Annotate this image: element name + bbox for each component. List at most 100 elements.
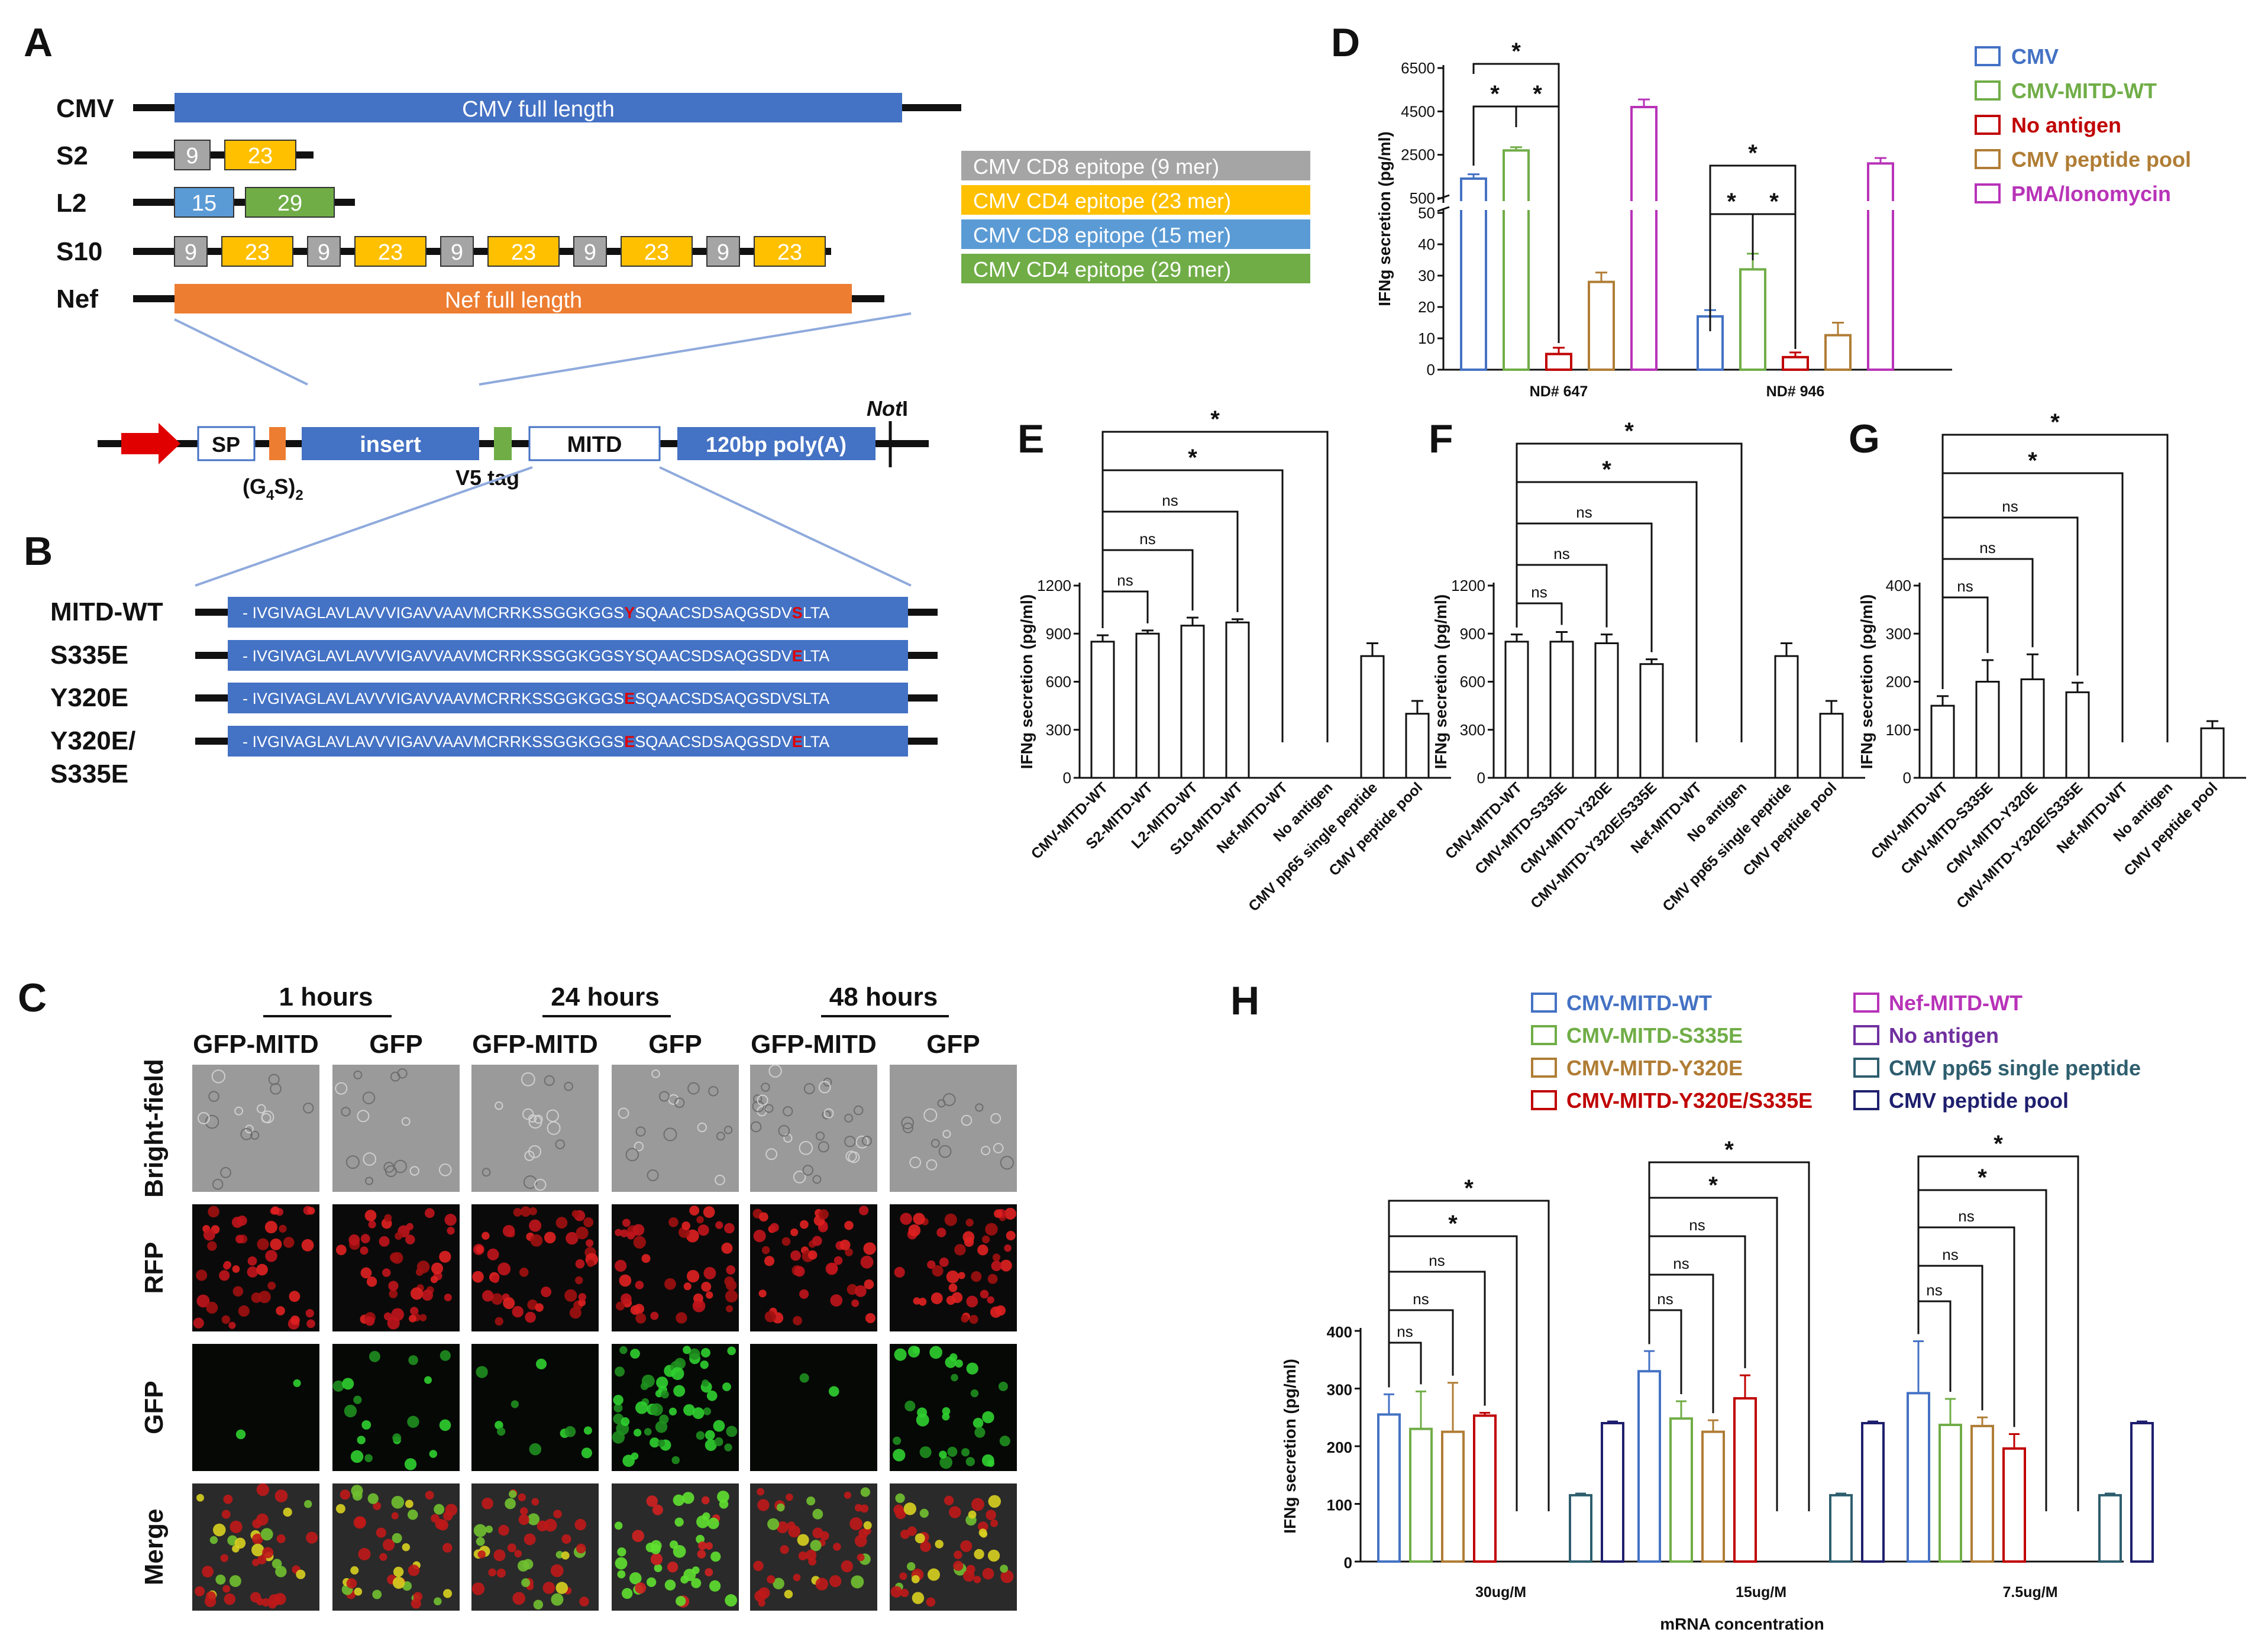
bar-cmv-peptide-pool — [1861, 1422, 1885, 1563]
s10-epitope-9 — [573, 236, 607, 267]
nef-full-length-label: Nef full length — [445, 288, 582, 313]
y-axis-title: IFNg secretion (pg/ml) — [1017, 594, 1036, 770]
s10-epitope-23 — [754, 236, 826, 267]
y-tick-label: 300 — [1886, 625, 1911, 642]
bar-cmv-peptide-pool — [1588, 280, 1615, 371]
significance-bracket — [1648, 1161, 1810, 1511]
micrograph-rfp-3 — [612, 1204, 739, 1331]
y-tick-label: 900 — [1460, 625, 1485, 642]
significance-label: * — [1724, 1137, 1734, 1163]
bar-pma-ionomycin — [1630, 106, 1658, 371]
bar-cmv-pp65-single-peptide — [2098, 1494, 2122, 1563]
bar — [1405, 713, 1430, 779]
micrograph-gfp-4 — [750, 1344, 877, 1471]
axis-break — [1458, 201, 1949, 210]
legend-cd8-9mer-swatch — [961, 151, 1310, 180]
significance-label: ns — [1397, 1323, 1413, 1340]
micrograph-gfp-2 — [471, 1344, 599, 1471]
y-tick-label: 0 — [1063, 769, 1071, 787]
s10-epitope-23 — [487, 236, 560, 267]
legend-label: CMV-MITD-S335E — [1566, 1023, 1743, 1048]
significance-label: ns — [1117, 571, 1133, 589]
significance-bracket — [1917, 1226, 2015, 1427]
s10-epitope-9 — [307, 236, 341, 267]
legend-label: No antigen — [2011, 113, 2121, 137]
bar-cmv-mitd-wt — [1637, 1370, 1661, 1563]
legend-label: CMV peptide pool — [2011, 147, 2191, 172]
column-label: GFP — [926, 1030, 980, 1059]
seq-text: - IVGIVAGLAVLAVVVIGAVVAAVMCRRKSSGGKGGSES… — [243, 690, 829, 707]
s10-label-23: 23 — [378, 240, 403, 265]
micrograph-merge-5 — [890, 1483, 1017, 1611]
s10-label-9: 9 — [717, 240, 729, 265]
v5-tag-label: V5 tag — [455, 466, 519, 490]
legend-swatch — [1531, 1058, 1557, 1078]
column-label: GFP — [648, 1030, 702, 1059]
legend-label: CMV-MITD-Y320E — [1566, 1056, 1743, 1080]
s10-epitope-9 — [440, 236, 474, 267]
y-tick-label: 0 — [1477, 769, 1485, 787]
significance-bracket — [1516, 442, 1743, 742]
cmv-full-length-label: CMV full length — [462, 97, 615, 122]
significance-label: * — [1748, 140, 1757, 166]
s10-label-9: 9 — [584, 240, 596, 265]
micrograph-bright-field-2 — [471, 1065, 599, 1192]
legend-label: No antigen — [1889, 1023, 1999, 1048]
significance-bracket — [1101, 431, 1329, 742]
bar-cmv-mitd-y320e-s335e — [1733, 1397, 1757, 1563]
l2-label-29: 29 — [277, 191, 302, 216]
row-label-nef: Nef — [56, 285, 98, 313]
micrograph-rfp-4 — [750, 1204, 877, 1331]
y-tick-label: 0 — [1427, 361, 1435, 379]
timepoint-label: 1 hours — [279, 982, 373, 1011]
bar-no-antigen — [1782, 355, 1809, 371]
mitd-sequence-rows: MITD-WT - IVGIVAGLAVLAVVVIGAVVAAVMCRRKSSG… — [50, 597, 938, 788]
significance-label: * — [1769, 189, 1779, 215]
bar-cmv-mitd-y320e — [1441, 1430, 1465, 1563]
y-tick-label: 300 — [1327, 1381, 1352, 1399]
column-label: GFP-MITD — [193, 1030, 319, 1059]
significance-bracket — [1752, 213, 1797, 349]
y-tick-label: 200 — [1886, 673, 1911, 691]
noti-label: NotI — [867, 396, 908, 421]
bar — [1180, 625, 1205, 779]
panel-c: C 1 hours 24 hours 48 hours GFP-MITD GFP GFP-… — [18, 975, 1017, 1611]
bar — [1225, 621, 1250, 779]
bar — [1504, 641, 1529, 779]
seq-row-label-line2: S335E — [50, 759, 128, 788]
bar-cmv-mitd-wt — [1907, 1392, 1930, 1563]
bar-cmv-peptide-pool — [1824, 334, 1852, 371]
significance-label: ns — [1162, 492, 1178, 509]
y-tick-label: 300 — [1460, 721, 1485, 739]
significance-label: * — [1978, 1165, 1987, 1191]
y-tick-label: 600 — [1460, 673, 1485, 691]
category-label: CMV-MITD-WT — [1028, 779, 1112, 862]
seq-box — [228, 597, 908, 628]
legend-swatch — [1531, 1025, 1557, 1045]
bar — [2065, 691, 2090, 779]
legend-label: Nef-MITD-WT — [1889, 991, 2023, 1015]
s2-epitope-23 — [224, 140, 296, 170]
seq-text: - IVGIVAGLAVLAVVVIGAVVAAVMCRRKSSGGKGGSYS… — [243, 647, 829, 665]
group-label: ND# 946 — [1766, 383, 1825, 400]
s10-label-9: 9 — [451, 240, 463, 265]
bar-cmv-mitd-s335e — [1939, 1423, 1962, 1563]
zoom-line-b-left — [195, 466, 533, 587]
y-tick-label: 1200 — [1037, 577, 1071, 594]
bar-cmv-mitd-y320e-s335e — [2002, 1447, 2026, 1563]
group-label: 7.5ug/M — [2002, 1584, 2057, 1601]
y-axis-title: IFNg secretion (pg/ml) — [1375, 131, 1394, 306]
significance-label: ns — [1689, 1216, 1705, 1234]
significance-label: ns — [1576, 503, 1592, 521]
significance-label: ns — [1979, 539, 1995, 557]
micrograph-bright-field-1 — [332, 1065, 460, 1192]
mitd-box — [528, 426, 661, 461]
x-axis-title: mRNA concentration — [1660, 1615, 1824, 1633]
s10-label-9: 9 — [318, 240, 330, 265]
significance-label: * — [1511, 38, 1521, 64]
cmv-full-length-box — [175, 93, 902, 122]
micrograph-gfp-1 — [332, 1344, 460, 1471]
